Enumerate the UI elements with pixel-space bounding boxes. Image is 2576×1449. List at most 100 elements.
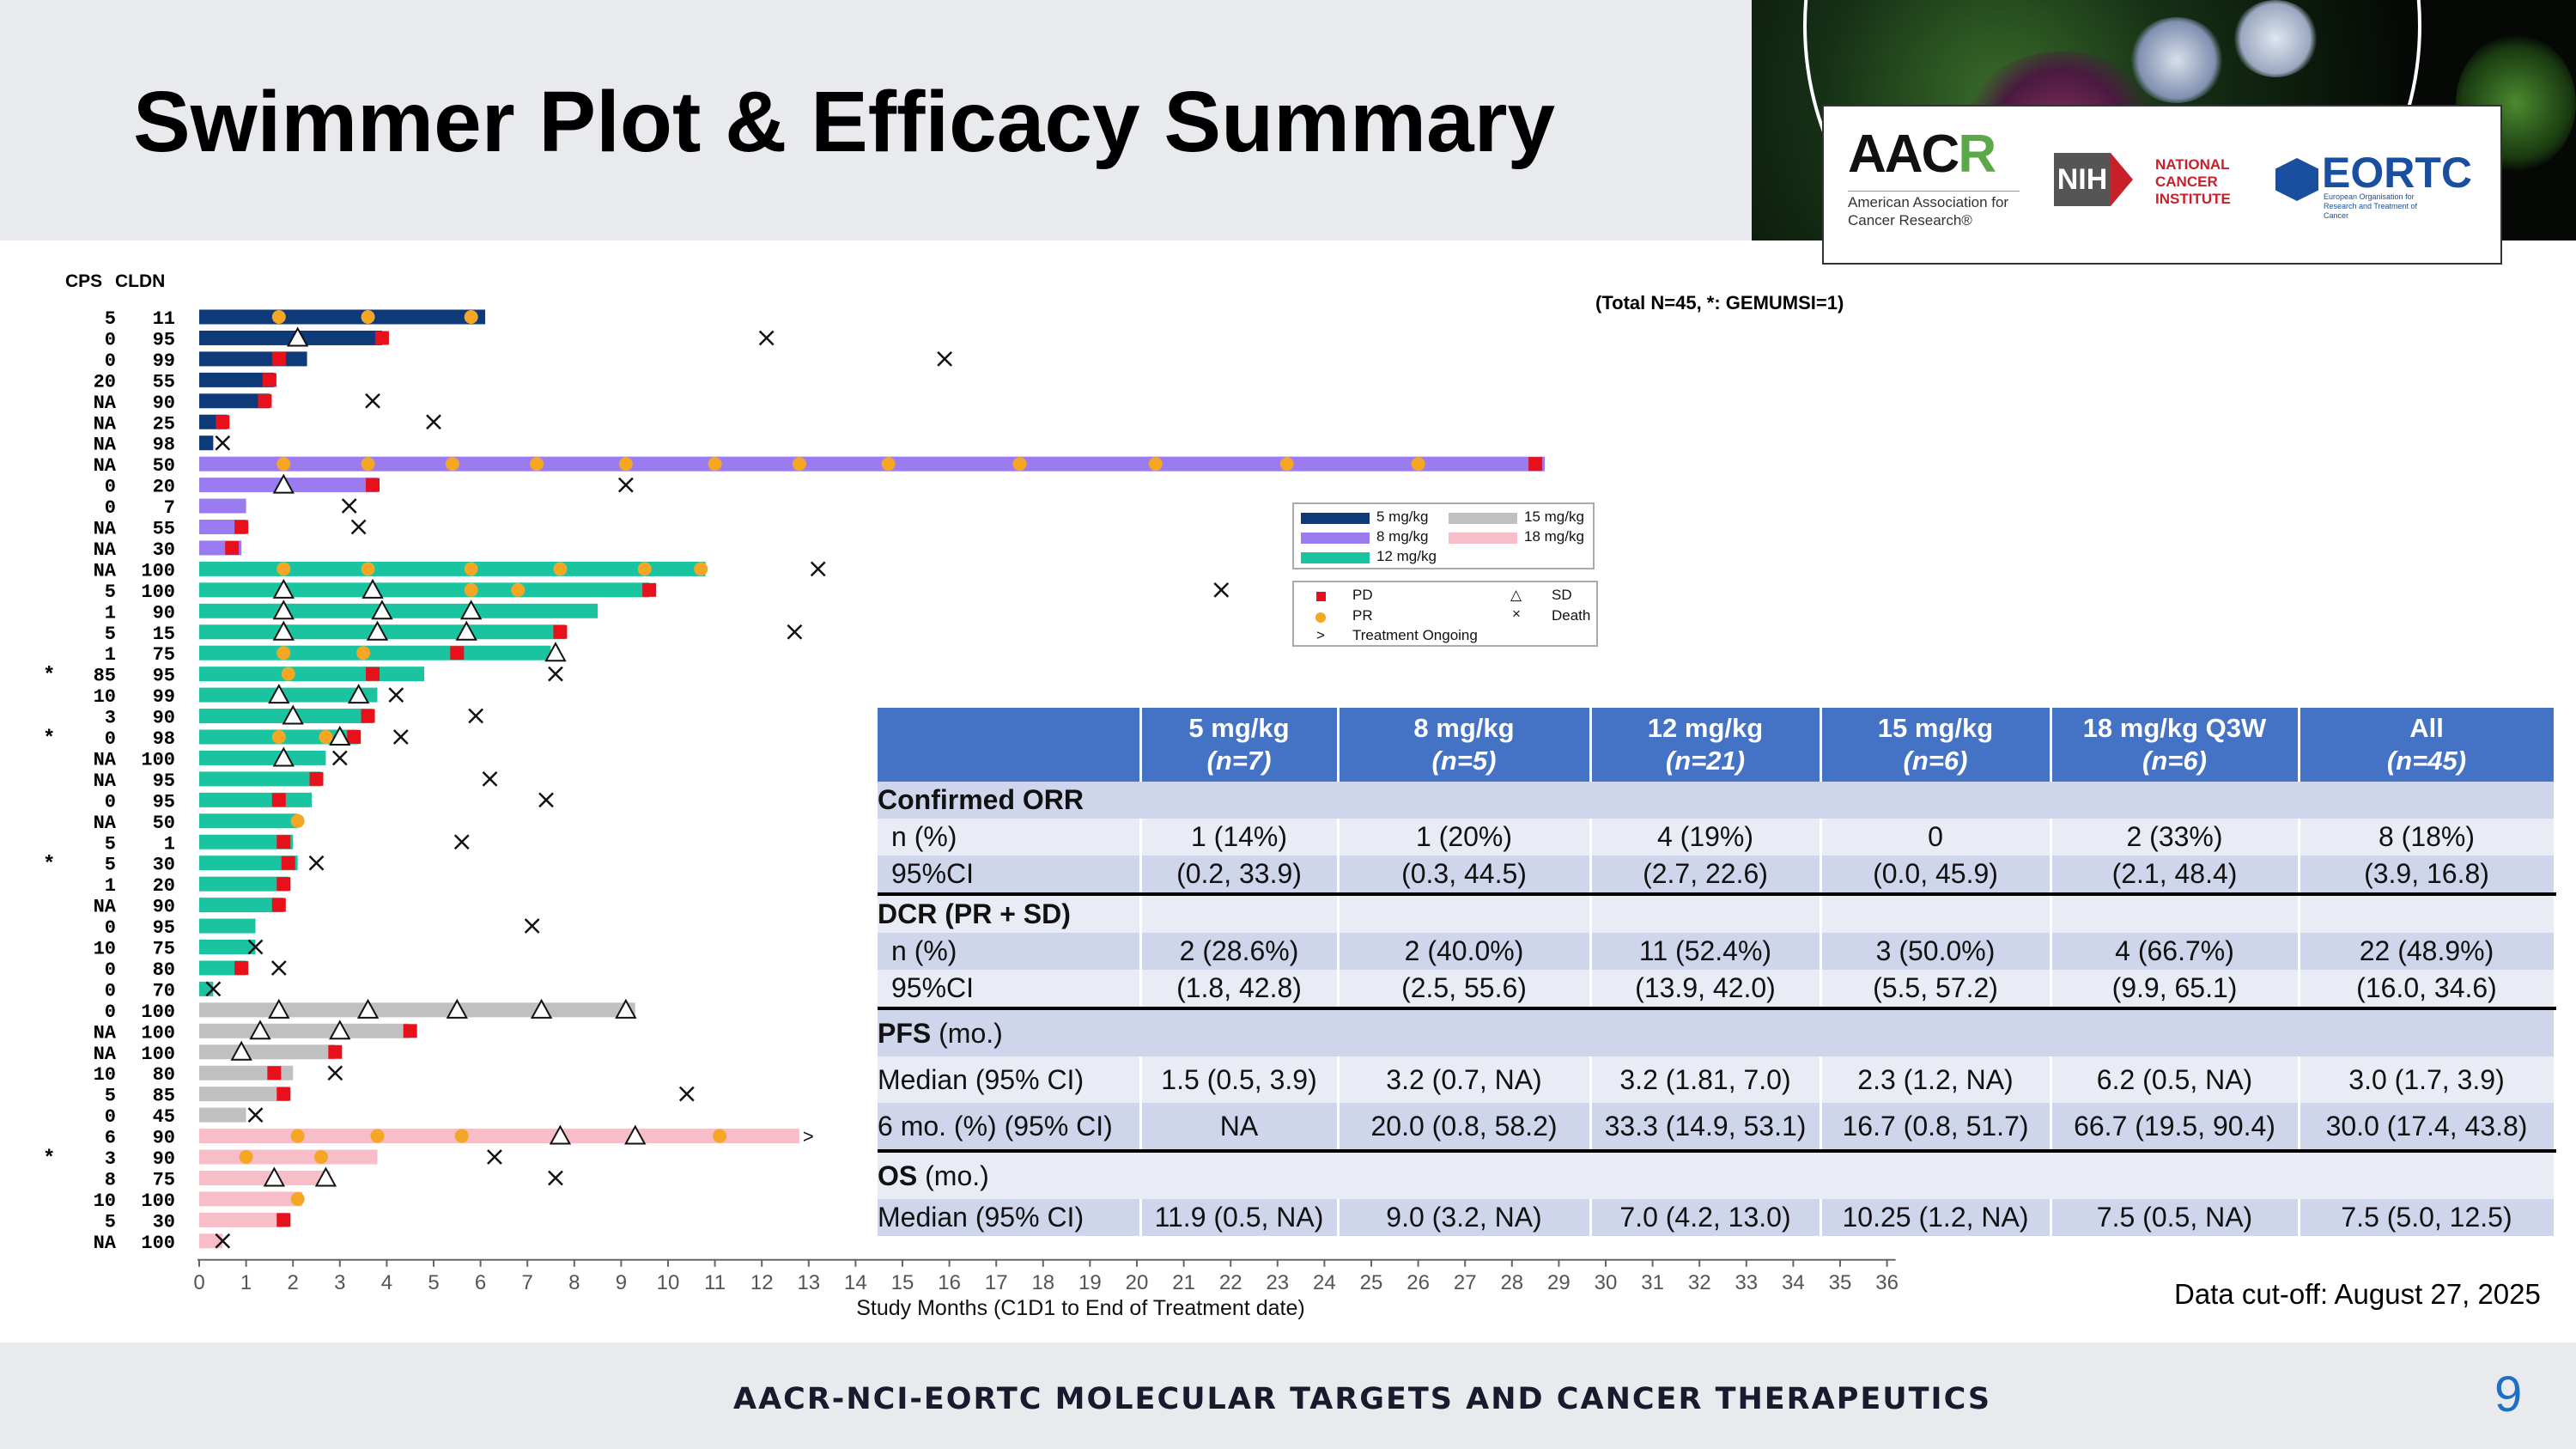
legend-swatch-12mg xyxy=(1301,552,1370,563)
table-row: n (%) 2 (28.6%) 2 (40.0%) 11 (52.4%) 3 (50.0… xyxy=(878,933,2556,970)
pr-marker xyxy=(713,1129,727,1143)
cps-label: NA xyxy=(94,455,117,477)
pr-marker xyxy=(1411,457,1425,472)
death-marker xyxy=(617,477,634,493)
x-tick-label: 26 xyxy=(1406,1271,1430,1294)
pd-marker xyxy=(366,667,380,681)
table-cell: 1.5 (0.5, 3.9) xyxy=(1140,1056,1340,1103)
pr-marker-icon xyxy=(1315,612,1326,623)
cps-label: 10 xyxy=(94,686,116,708)
death-marker xyxy=(331,750,348,766)
nih-logo: NIH xyxy=(2054,153,2111,206)
legend-label-sd: SD xyxy=(1552,587,1572,603)
pr-marker xyxy=(708,457,722,472)
sd-marker xyxy=(615,998,637,1019)
cldn-label: 30 xyxy=(153,539,175,561)
table-cell: (5.5, 57.2) xyxy=(1820,970,2052,1010)
row-label: 95%CI xyxy=(878,855,1142,896)
x-tick-label: 6 xyxy=(475,1271,486,1294)
eortc-icon xyxy=(2275,158,2318,201)
pr-marker xyxy=(281,667,295,681)
cldn-label: 55 xyxy=(153,371,175,393)
pr-marker xyxy=(881,457,896,472)
swimmer-bar xyxy=(199,603,598,618)
section-os: OS (mo.) xyxy=(878,1151,2556,1199)
x-tick-label: 4 xyxy=(381,1271,392,1294)
swimmer-bar xyxy=(199,1212,289,1227)
death-marker xyxy=(341,498,357,514)
cps-label: NA xyxy=(94,435,117,456)
cldn-label: 30 xyxy=(153,855,175,876)
sd-marker xyxy=(314,1166,337,1187)
sd-marker xyxy=(347,684,370,704)
cps-label: NA xyxy=(94,1233,117,1254)
cps-label: 0 xyxy=(105,350,116,372)
page-number: 9 xyxy=(2494,1367,2523,1422)
cldn-label: 100 xyxy=(141,1044,175,1065)
ongoing-marker-icon: > xyxy=(1316,627,1325,643)
pr-marker xyxy=(445,457,459,472)
table-cell: 33.3 (14.9, 53.1) xyxy=(1590,1103,1822,1153)
death-marker xyxy=(392,729,409,745)
cldn-label: 80 xyxy=(153,1064,175,1086)
pd-marker xyxy=(374,331,389,345)
cldn-label: 70 xyxy=(153,980,175,1002)
sd-marker xyxy=(230,1040,252,1061)
death-marker xyxy=(524,918,540,934)
eortc-logo-text: European Organisation for Research and T… xyxy=(2324,192,2418,220)
cldn-label: 90 xyxy=(153,1128,175,1149)
cldn-label: 98 xyxy=(153,435,175,456)
legend-label-15mg: 15 mg/kg xyxy=(1524,508,1584,525)
row-label: Median (95% CI) xyxy=(878,1199,1142,1236)
legend-label-18mg: 18 mg/kg xyxy=(1524,528,1584,545)
table-cell: (2.5, 55.6) xyxy=(1338,970,1592,1010)
swimmer-bar xyxy=(199,330,382,345)
table-cell: 16.7 (0.8, 51.7) xyxy=(1820,1103,2052,1153)
pr-marker xyxy=(290,1129,305,1143)
pr-marker xyxy=(290,1191,305,1206)
legend-swatch-5mg xyxy=(1301,513,1370,524)
x-tick-label: 15 xyxy=(891,1271,914,1294)
x-tick-label: 36 xyxy=(1875,1271,1899,1294)
cps-label: NA xyxy=(94,749,117,770)
death-marker xyxy=(247,939,264,955)
legend-swatch-8mg xyxy=(1301,533,1370,544)
x-tick-label: 30 xyxy=(1595,1271,1618,1294)
table-cell: 7.5 (5.0, 12.5) xyxy=(2299,1199,2556,1236)
cps-label: 3 xyxy=(105,1148,116,1170)
death-marker xyxy=(548,666,563,682)
sd-marker xyxy=(329,1020,351,1040)
swimmer-bar xyxy=(199,498,246,514)
x-tick-label: 31 xyxy=(1641,1271,1664,1294)
table-header-12mg: 12 mg/kg (n=21) xyxy=(1590,708,1822,782)
pd-marker xyxy=(347,730,361,744)
pd-marker xyxy=(225,540,240,555)
cps-label: NA xyxy=(94,560,117,581)
cldn-label: 99 xyxy=(153,350,175,372)
swimmer-bar xyxy=(199,1044,336,1060)
pr-marker xyxy=(239,1150,253,1164)
pr-marker xyxy=(290,813,305,828)
cldn-label: 15 xyxy=(153,624,175,645)
cps-label: 0 xyxy=(105,959,116,981)
death-marker xyxy=(308,855,325,871)
sd-marker xyxy=(544,642,567,662)
cldn-label: 50 xyxy=(153,813,175,834)
pr-marker xyxy=(618,457,633,472)
cldn-label: 30 xyxy=(153,1211,175,1233)
pr-marker xyxy=(276,646,291,661)
dose-legend: 5 mg/kg 15 mg/kg 8 mg/kg 18 mg/kg 12 mg/… xyxy=(1292,502,1595,569)
sd-marker xyxy=(624,1124,647,1145)
x-tick-label: 23 xyxy=(1266,1271,1289,1294)
pd-marker xyxy=(276,835,291,849)
y-header-cps: CPS xyxy=(65,271,102,291)
swimmer-bar xyxy=(199,771,321,787)
swimmer-bar xyxy=(199,834,294,849)
pr-marker xyxy=(276,457,291,472)
cldn-label: 7 xyxy=(164,497,175,519)
death-marker xyxy=(1213,581,1230,598)
footer-title: AACR-NCI-EORTC MOLECULAR TARGETS AND CAN… xyxy=(733,1382,1992,1416)
x-tick-label: 20 xyxy=(1126,1271,1149,1294)
footer-band xyxy=(0,1342,2576,1449)
gemumsi-star: * xyxy=(43,728,55,751)
